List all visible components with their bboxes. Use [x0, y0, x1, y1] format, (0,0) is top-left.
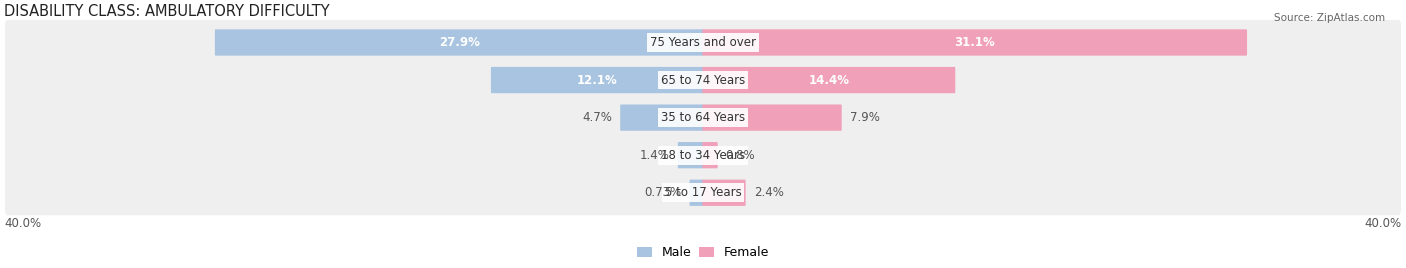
Text: 5 to 17 Years: 5 to 17 Years — [665, 186, 741, 199]
FancyBboxPatch shape — [6, 20, 1400, 65]
Text: 12.1%: 12.1% — [576, 73, 617, 87]
FancyBboxPatch shape — [6, 133, 1400, 178]
FancyBboxPatch shape — [703, 142, 717, 168]
Text: 14.4%: 14.4% — [808, 73, 849, 87]
Text: 18 to 34 Years: 18 to 34 Years — [661, 149, 745, 162]
Text: DISABILITY CLASS: AMBULATORY DIFFICULTY: DISABILITY CLASS: AMBULATORY DIFFICULTY — [4, 4, 330, 19]
Text: 0.73%: 0.73% — [644, 186, 682, 199]
Text: 31.1%: 31.1% — [955, 36, 995, 49]
FancyBboxPatch shape — [491, 67, 703, 93]
FancyBboxPatch shape — [703, 67, 955, 93]
FancyBboxPatch shape — [6, 170, 1400, 215]
Text: 65 to 74 Years: 65 to 74 Years — [661, 73, 745, 87]
Text: 4.7%: 4.7% — [582, 111, 612, 124]
Legend: Male, Female: Male, Female — [631, 241, 775, 264]
FancyBboxPatch shape — [703, 29, 1247, 56]
Text: 7.9%: 7.9% — [849, 111, 880, 124]
Text: 35 to 64 Years: 35 to 64 Years — [661, 111, 745, 124]
Text: 40.0%: 40.0% — [4, 217, 41, 230]
FancyBboxPatch shape — [678, 142, 703, 168]
FancyBboxPatch shape — [620, 105, 703, 131]
FancyBboxPatch shape — [6, 58, 1400, 103]
Text: 75 Years and over: 75 Years and over — [650, 36, 756, 49]
Text: 40.0%: 40.0% — [1365, 217, 1402, 230]
Text: 1.4%: 1.4% — [640, 149, 669, 162]
FancyBboxPatch shape — [703, 105, 842, 131]
Text: 0.8%: 0.8% — [725, 149, 755, 162]
FancyBboxPatch shape — [689, 180, 703, 206]
FancyBboxPatch shape — [703, 180, 745, 206]
FancyBboxPatch shape — [6, 95, 1400, 140]
Text: 2.4%: 2.4% — [754, 186, 783, 199]
Text: Source: ZipAtlas.com: Source: ZipAtlas.com — [1274, 13, 1385, 23]
Text: 27.9%: 27.9% — [439, 36, 479, 49]
FancyBboxPatch shape — [215, 29, 703, 56]
